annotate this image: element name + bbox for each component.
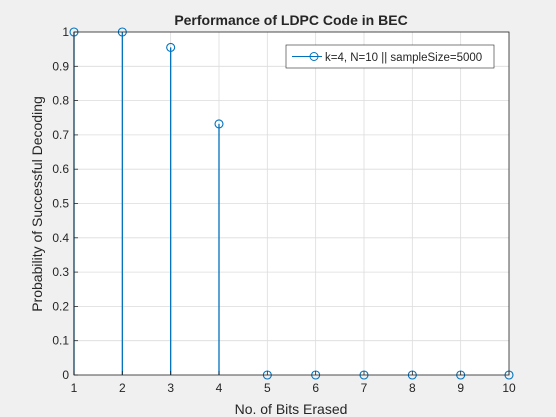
y-axis-label: Probability of Successful Decoding (29, 96, 45, 312)
y-tick-label: 0.7 (52, 128, 69, 142)
x-tick-label: 2 (119, 381, 126, 395)
legend-marker-sample (309, 52, 319, 61)
chart-title: Performance of LDPC Code in BEC (174, 12, 407, 28)
y-tick-label: 0.5 (52, 197, 69, 211)
stem-marker (214, 119, 224, 129)
legend: k=4, N=10 || sampleSize=5000 (285, 44, 495, 69)
x-tick-label: 9 (457, 381, 464, 395)
y-tick-label: 0.2 (52, 299, 69, 313)
stem-marker (166, 42, 176, 52)
y-tick-label: 0.4 (52, 231, 69, 245)
x-axis-label: No. of Bits Erased (235, 401, 348, 417)
x-tick-label: 5 (264, 381, 271, 395)
y-axis-ticks: 0 0.1 0.2 0.3 0.4 0.5 0.6 0.7 0.8 0.9 1 (52, 25, 78, 382)
y-tick-label: 1 (62, 25, 69, 39)
x-tick-label: 8 (409, 381, 416, 395)
y-tick-label: 0.1 (52, 334, 69, 348)
legend-box (285, 44, 495, 69)
grid (73, 31, 510, 376)
x-axis-ticks: 1 2 3 4 5 6 7 8 9 10 (71, 371, 516, 395)
x-tick-label: 6 (312, 381, 319, 395)
x-tick-label: 1 (71, 381, 78, 395)
x-tick-label: 4 (216, 381, 223, 395)
x-tick-label: 10 (502, 381, 516, 395)
x-tick-label: 3 (167, 381, 174, 395)
y-tick-label: 0.3 (52, 265, 69, 279)
y-tick-label: 0.6 (52, 162, 69, 176)
x-tick-label: 7 (361, 381, 368, 395)
legend-entry-label: k=4, N=10 || sampleSize=5000 (325, 52, 482, 64)
y-tick-label: 0.9 (52, 59, 69, 73)
y-tick-label: 0 (62, 368, 69, 382)
y-tick-label: 0.8 (52, 94, 69, 108)
